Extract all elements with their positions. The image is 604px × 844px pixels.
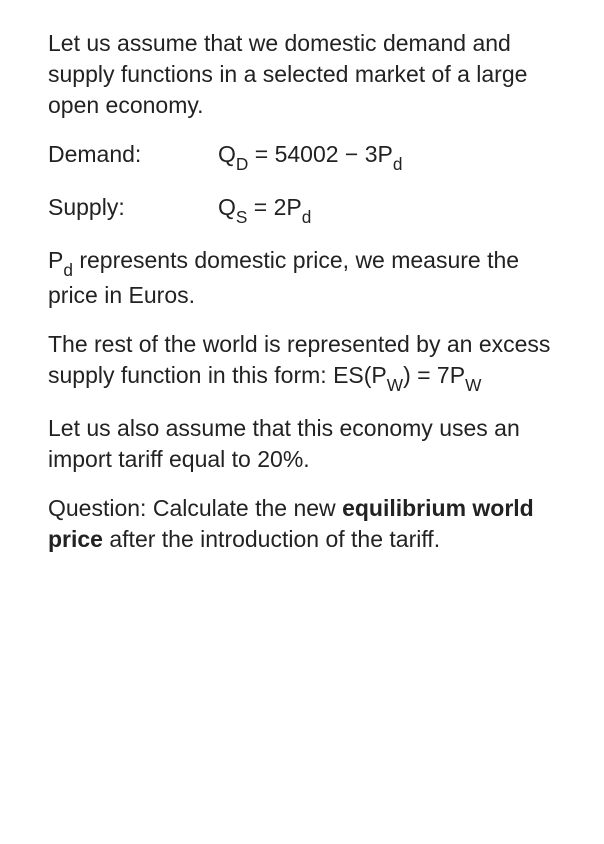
pd-sub: d [63,260,73,280]
demand-lhs-sub: D [236,154,248,174]
supply-rhs-sub: d [302,207,312,227]
tariff-paragraph: Let us also assume that this economy use… [48,413,556,475]
demand-rhs: 54002 − 3P [275,141,393,167]
intro-paragraph: Let us assume that we domestic demand an… [48,28,556,121]
row-sub1: W [387,375,403,395]
demand-eq-sign: = [248,141,274,167]
demand-label: Demand: [48,139,218,170]
question-pre: Question: Calculate the new [48,495,342,521]
pd-pre: P [48,247,63,273]
supply-lhs-sub: S [236,207,248,227]
demand-rhs-sub: d [393,154,403,174]
row-paragraph: The rest of the world is represented by … [48,329,556,395]
intro-text: Let us assume that we domestic demand an… [48,30,527,118]
pd-paragraph: Pd represents domestic price, we measure… [48,245,556,311]
row-mid: ) = 7P [403,362,465,388]
problem-page: Let us assume that we domestic demand an… [0,0,604,601]
question-post: after the introduction of the tariff. [103,526,440,552]
question-paragraph: Question: Calculate the new equilibrium … [48,493,556,555]
demand-lhs-var: Q [218,141,236,167]
pd-post: represents domestic price, we measure th… [48,247,519,308]
demand-equation: QD = 54002 − 3Pd [218,139,556,174]
supply-row: Supply: QS = 2Pd [48,192,556,227]
supply-eq-sign: = [247,194,273,220]
demand-row: Demand: QD = 54002 − 3Pd [48,139,556,174]
tariff-text: Let us also assume that this economy use… [48,415,520,472]
supply-lhs-var: Q [218,194,236,220]
supply-rhs: 2P [274,194,302,220]
supply-label: Supply: [48,192,218,223]
row-sub2: W [465,375,481,395]
supply-equation: QS = 2Pd [218,192,556,227]
